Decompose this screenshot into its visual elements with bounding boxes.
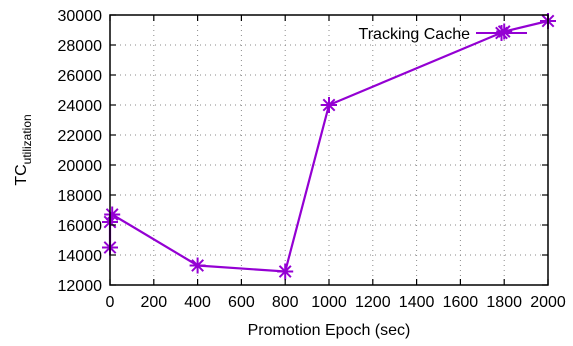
x-tick-label: 0 — [106, 294, 115, 311]
data-point — [104, 206, 121, 223]
x-tick-label: 1000 — [311, 294, 347, 311]
x-tick-label: 600 — [228, 294, 255, 311]
y-tick-label: 26000 — [58, 68, 103, 85]
axis-ticks — [109, 14, 549, 286]
y-axis-title: TCutilization — [13, 114, 34, 185]
y-tick-label: 18000 — [58, 188, 103, 205]
x-tick-label: 1400 — [399, 294, 435, 311]
y-tick-label: 22000 — [58, 128, 103, 145]
x-tick-label: 400 — [184, 294, 211, 311]
legend-marker — [493, 25, 510, 41]
data-point — [321, 97, 337, 113]
series-layer — [102, 13, 556, 280]
y-tick-label: 20000 — [58, 158, 103, 175]
x-tick-label: 2000 — [530, 294, 566, 311]
y-tick-label: 16000 — [58, 218, 103, 235]
x-tick-label: 1800 — [486, 294, 522, 311]
y-tick-label: 14000 — [58, 248, 103, 265]
grid-lines — [110, 15, 548, 285]
x-tick-label: 1200 — [355, 294, 391, 311]
y-axis-title-subscript: utilization — [20, 114, 34, 164]
y-tick-label: 28000 — [58, 38, 103, 55]
x-tick-label: 1600 — [443, 294, 479, 311]
tick-labels: 1200014000160001800020000220002400026000… — [58, 8, 566, 311]
legend: Tracking Cache — [359, 25, 527, 43]
data-point — [277, 263, 294, 280]
x-axis-title: Promotion Epoch (sec) — [248, 322, 411, 339]
x-tick-label: 800 — [272, 294, 299, 311]
y-tick-label: 24000 — [58, 98, 103, 115]
y-tick-label: 30000 — [58, 8, 103, 25]
data-point — [189, 257, 206, 274]
series-line — [108, 19, 549, 273]
y-axis-title-main: TC — [13, 164, 30, 185]
x-tick-label: 200 — [140, 294, 167, 311]
y-tick-label: 12000 — [58, 278, 103, 295]
legend-label: Tracking Cache — [359, 26, 471, 43]
